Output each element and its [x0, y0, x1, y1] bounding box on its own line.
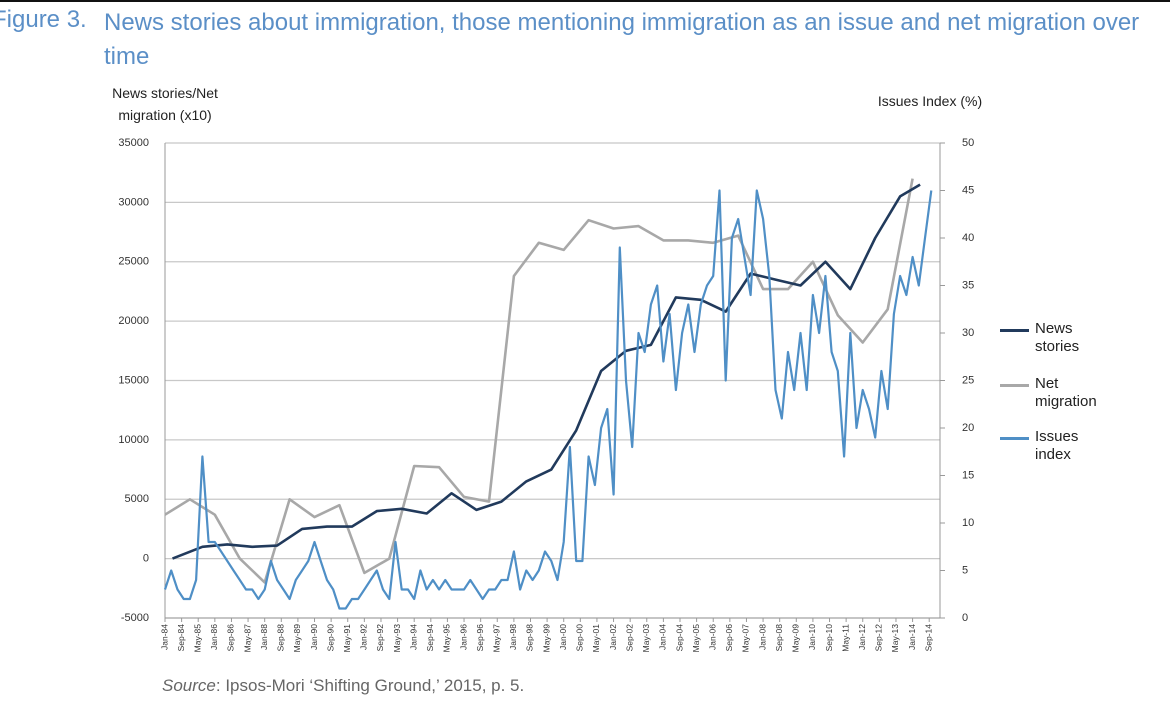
- x-tick-label: Sep-88: [276, 624, 286, 652]
- y2-tick-label: 5: [962, 564, 968, 576]
- y-tick-label: 15000: [118, 374, 149, 386]
- y-tick-label: 5000: [125, 493, 149, 505]
- x-tick-label: Jan-04: [658, 624, 668, 650]
- legend-swatch: [1000, 437, 1029, 440]
- x-tick-label: May-97: [492, 624, 502, 653]
- x-tick-label: Sep-10: [824, 624, 834, 652]
- top-rule: [0, 0, 1170, 2]
- legend-label: Issues index: [1035, 428, 1079, 463]
- x-tick-label: May-89: [292, 624, 302, 653]
- series-line: [172, 183, 921, 560]
- x-tick-label: Sep-06: [724, 624, 734, 652]
- x-tick-label: Jan-90: [309, 624, 319, 650]
- x-tick-label: May-07: [741, 624, 751, 653]
- y-tick-label: 20000: [118, 315, 149, 327]
- x-tick-label: Jan-06: [707, 624, 717, 650]
- figure-number: Figure 3.: [0, 6, 87, 33]
- legend-entry: News stories: [1000, 320, 1160, 368]
- x-tick-label: Sep-86: [226, 624, 236, 652]
- y-tick-label: 25000: [118, 256, 149, 268]
- y-tick-label: -5000: [121, 612, 149, 624]
- x-tick-label: Sep-04: [674, 624, 684, 652]
- x-tick-label: Sep-90: [325, 624, 335, 652]
- x-tick-label: Sep-02: [624, 624, 634, 652]
- x-tick-label: Sep-96: [475, 624, 485, 652]
- x-tick-label: May-91: [342, 624, 352, 653]
- x-tick-label: Jan-98: [508, 624, 518, 650]
- legend-swatch: [1000, 384, 1029, 387]
- legend-swatch: [1000, 329, 1029, 332]
- y2-axis-title: Issues Index (%): [877, 93, 983, 109]
- x-tick-label: Sep-08: [774, 624, 784, 652]
- source-label: Source: [162, 676, 216, 695]
- x-tick-label: May-01: [591, 624, 601, 653]
- source-text: : Ipsos-Mori ‘Shifting Ground,’ 2015, p.…: [215, 676, 525, 695]
- x-tick-label: Sep-14: [923, 624, 933, 652]
- x-tick-label: Jan-84: [159, 624, 169, 650]
- x-tick-label: Sep-84: [176, 624, 186, 652]
- x-tick-label: Jan-96: [458, 624, 468, 650]
- x-tick-label: May-13: [890, 624, 900, 653]
- x-tick-label: Sep-92: [375, 624, 385, 652]
- x-tick-label: Jan-94: [408, 624, 418, 650]
- x-tick-label: Jan-12: [857, 624, 867, 650]
- x-tick-label: Jan-88: [259, 624, 269, 650]
- x-tick-label: Jan-10: [807, 624, 817, 650]
- y-axis-title: News stories/Net migration (x10): [112, 85, 218, 123]
- legend-label: Net migration: [1035, 375, 1097, 410]
- source: Source: Ipsos-Mori ‘Shifting Ground,’ 20…: [162, 676, 524, 696]
- x-tick-label: May-11: [840, 624, 850, 652]
- x-tick-label: May-05: [691, 624, 701, 653]
- x-tick-label: May-87: [242, 624, 252, 653]
- x-tick-label: Jan-00: [558, 624, 568, 650]
- x-tick-label: Sep-98: [525, 624, 535, 652]
- y2-tick-label: 50: [962, 137, 974, 149]
- series-line: [164, 178, 914, 584]
- y2-tick-label: 30: [962, 327, 974, 339]
- x-tick-label: Sep-12: [874, 624, 884, 652]
- legend-label: News stories: [1035, 320, 1080, 355]
- x-tick-label: Sep-94: [425, 624, 435, 652]
- x-tick-label: May-95: [442, 624, 452, 653]
- x-tick-label: Jan-86: [209, 624, 219, 650]
- y2-tick-label: 40: [962, 232, 974, 244]
- y2-tick-label: 20: [962, 422, 974, 434]
- y-tick-label: 30000: [118, 196, 149, 208]
- x-tick-label: May-85: [192, 624, 202, 653]
- legend-entry: Net migration: [1000, 375, 1160, 423]
- x-tick-label: Jan-02: [608, 624, 618, 650]
- chart-title: News stories about immigration, those me…: [104, 9, 1140, 70]
- y2-tick-label: 10: [962, 517, 974, 529]
- x-tick-label: Jan-92: [359, 624, 369, 650]
- y2-tick-label: 0: [962, 612, 968, 624]
- y2-tick-label: 25: [962, 374, 974, 386]
- x-tick-label: Sep-00: [575, 624, 585, 652]
- x-tick-label: May-09: [791, 624, 801, 653]
- x-tick-label: Jan-14: [907, 624, 917, 650]
- y-tick-label: 10000: [118, 434, 149, 446]
- legend-entry: Issues index: [1000, 428, 1160, 476]
- y2-tick-label: 35: [962, 279, 974, 291]
- y2-tick-label: 15: [962, 469, 974, 481]
- y-tick-label: 0: [143, 553, 149, 565]
- x-tick-label: May-93: [392, 624, 402, 653]
- x-tick-label: Jan-08: [757, 624, 767, 650]
- y-tick-label: 35000: [118, 137, 149, 149]
- x-tick-label: May-03: [641, 624, 651, 653]
- series-line: [163, 189, 933, 610]
- y2-tick-label: 45: [962, 184, 974, 196]
- x-tick-label: May-99: [541, 624, 551, 653]
